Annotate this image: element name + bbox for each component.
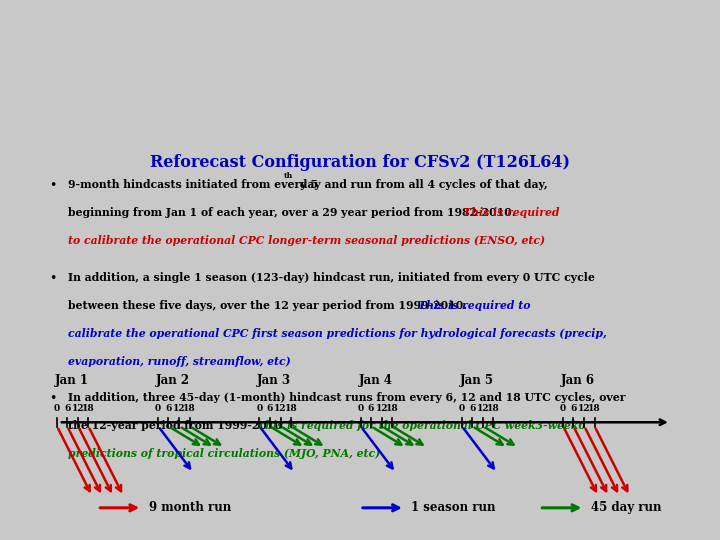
Text: 18: 18	[82, 403, 94, 413]
Text: •: •	[49, 179, 57, 192]
Text: 9-month hindcasts initiated from every 5: 9-month hindcasts initiated from every 5	[68, 179, 318, 190]
Text: th: th	[284, 172, 293, 180]
Text: 18: 18	[588, 403, 601, 413]
Text: between these five days, over the 12 year period from 1999-2010.: between these five days, over the 12 yea…	[68, 300, 471, 310]
Text: 12: 12	[274, 403, 287, 413]
Text: Jan 2: Jan 2	[156, 374, 190, 387]
Text: In addition, three 45-day (1-month) hindcast runs from every 6, 12 and 18 UTC cy: In addition, three 45-day (1-month) hind…	[68, 392, 626, 403]
Text: 12: 12	[375, 403, 388, 413]
Text: 6: 6	[64, 403, 71, 413]
Text: 0: 0	[459, 403, 465, 413]
Text: 0: 0	[155, 403, 161, 413]
Text: calibrate the operational CPC first season predictions for hydrological forecast: calibrate the operational CPC first seas…	[68, 328, 607, 339]
Text: This is required for the operational CPC week3-week6: This is required for the operational CPC…	[258, 420, 586, 431]
Text: 18: 18	[487, 403, 500, 413]
Text: 0: 0	[256, 403, 263, 413]
Text: 9 month run: 9 month run	[148, 501, 231, 514]
Text: beginning from Jan 1 of each year, over a 29 year period from 1982-2010.: beginning from Jan 1 of each year, over …	[68, 207, 520, 218]
Text: 6: 6	[165, 403, 171, 413]
Text: day and run from all 4 cycles of that day,: day and run from all 4 cycles of that da…	[296, 179, 547, 190]
Text: 12: 12	[477, 403, 490, 413]
Text: evaporation, runoff, streamflow, etc): evaporation, runoff, streamflow, etc)	[68, 356, 291, 367]
Text: 12: 12	[578, 403, 590, 413]
Text: 12: 12	[173, 403, 186, 413]
Text: Jan 5: Jan 5	[459, 374, 494, 387]
Text: Jan 6: Jan 6	[561, 374, 595, 387]
Text: 45 day run: 45 day run	[590, 501, 661, 514]
Text: Jan 4: Jan 4	[359, 374, 392, 387]
Text: 18: 18	[183, 403, 196, 413]
Text: to calibrate the operational CPC longer-term seasonal predictions (ENSO, etc): to calibrate the operational CPC longer-…	[68, 235, 546, 246]
Text: In addition, a single 1 season (123-day) hindcast run, initiated from every 0 UT: In addition, a single 1 season (123-day)…	[68, 272, 595, 282]
Text: predictions of tropical circulations (MJO, PNA, etc): predictions of tropical circulations (MJ…	[68, 448, 381, 459]
Text: 18: 18	[386, 403, 398, 413]
Text: 6: 6	[368, 403, 374, 413]
Text: 6: 6	[469, 403, 475, 413]
Text: 6: 6	[570, 403, 577, 413]
Text: the 12-year period from 1999-2010.: the 12-year period from 1999-2010.	[68, 420, 290, 431]
Text: Jan 3: Jan 3	[257, 374, 291, 387]
Text: Jan 1: Jan 1	[55, 374, 89, 387]
Text: •: •	[49, 272, 57, 285]
Text: Reforecast Configuration for CFSv2 (T126L64): Reforecast Configuration for CFSv2 (T126…	[150, 154, 570, 171]
Text: 6: 6	[266, 403, 273, 413]
Text: 0: 0	[54, 403, 60, 413]
Text: 0: 0	[560, 403, 566, 413]
Text: This is required: This is required	[462, 207, 559, 218]
Text: 18: 18	[284, 403, 297, 413]
Text: This is required to: This is required to	[418, 300, 530, 310]
Text: 12: 12	[72, 403, 84, 413]
Text: 0: 0	[358, 403, 364, 413]
Text: 1 season run: 1 season run	[411, 501, 496, 514]
Text: •: •	[49, 392, 57, 405]
